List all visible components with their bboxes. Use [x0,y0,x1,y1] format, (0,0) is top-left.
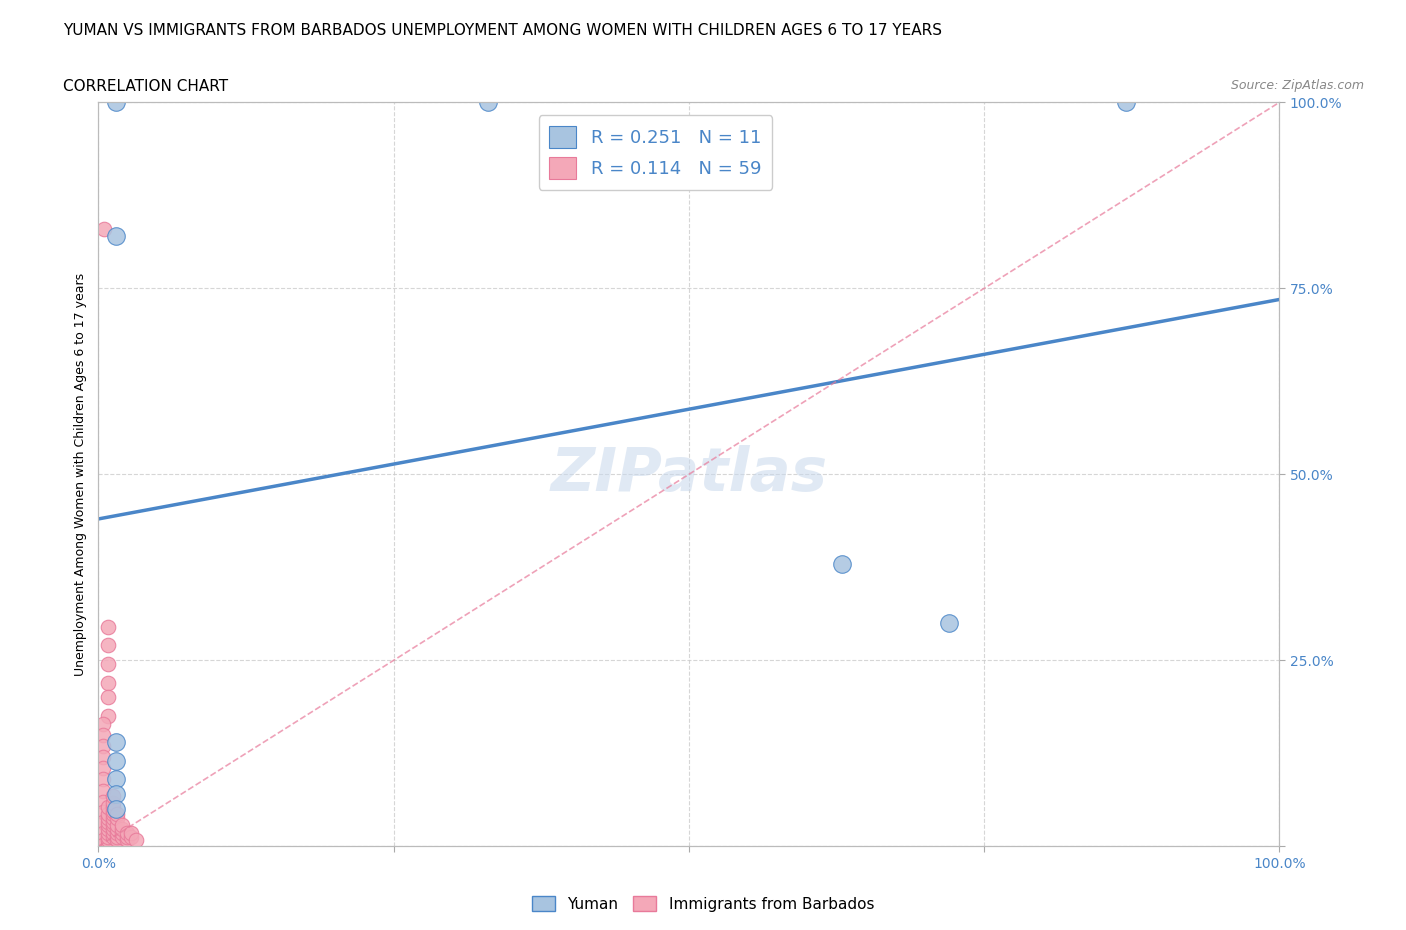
Point [101,837,124,852]
Point [105,753,128,768]
Point [101,796,124,811]
Point [105,830,128,844]
Point [115,826,138,841]
Point [101,815,124,830]
Point [91,738,114,753]
Point [101,826,124,841]
Point [121,830,143,844]
Point [125,833,148,848]
Point [101,811,124,826]
Text: ZIPatlas: ZIPatlas [550,445,828,504]
Point [105,826,128,841]
Point [91,837,114,852]
Point [105,807,128,822]
Point [91,826,114,841]
Point [91,750,114,764]
Text: Source: ZipAtlas.com: Source: ZipAtlas.com [1230,79,1364,92]
Text: YUMAN VS IMMIGRANTS FROM BARBADOS UNEMPLOYMENT AMONG WOMEN WITH CHILDREN AGES 6 : YUMAN VS IMMIGRANTS FROM BARBADOS UNEMPL… [63,23,942,38]
Point [101,822,124,837]
Point [111,826,134,841]
Point [105,787,128,802]
Point [97,638,120,653]
Point [105,818,128,833]
Point [101,804,124,818]
Point [111,822,134,837]
Point [105,822,128,837]
Point [101,789,124,804]
Legend: Yuman, Immigrants from Barbados: Yuman, Immigrants from Barbados [526,889,880,918]
Point [91,804,114,819]
Point [91,772,114,787]
Point [105,229,128,244]
Point [831,556,853,571]
Point [91,727,114,742]
Point [91,833,114,848]
Point [101,818,124,833]
Point [97,830,120,844]
Point [97,675,120,690]
Point [121,826,143,841]
Point [111,818,134,833]
Point [97,709,120,724]
Point [97,833,120,848]
Point [115,833,138,848]
Point [105,772,128,787]
Point [97,818,120,833]
Point [115,830,138,844]
Point [1115,95,1137,110]
Point [101,807,124,822]
Point [93,221,115,236]
Point [105,95,128,110]
Point [105,833,128,848]
Point [97,690,120,705]
Point [91,716,114,731]
Point [105,811,128,826]
Point [938,616,960,631]
Point [91,794,114,809]
Point [97,807,120,822]
Point [101,800,124,815]
Y-axis label: Unemployment Among Women with Children Ages 6 to 17 years: Unemployment Among Women with Children A… [73,272,87,676]
Text: CORRELATION CHART: CORRELATION CHART [63,79,228,94]
Point [97,826,120,841]
Point [91,815,114,830]
Point [97,837,120,852]
Point [101,830,124,844]
Point [91,783,114,798]
Point [97,811,120,826]
Point [105,735,128,750]
Point [91,761,114,776]
Point [111,830,134,844]
Point [97,800,120,815]
Point [97,619,120,634]
Point [97,657,120,671]
Point [97,815,120,830]
Point [105,802,128,817]
Point [477,95,499,110]
Legend: R = 0.251   N = 11, R = 0.114   N = 59: R = 0.251 N = 11, R = 0.114 N = 59 [538,115,772,190]
Point [97,822,120,837]
